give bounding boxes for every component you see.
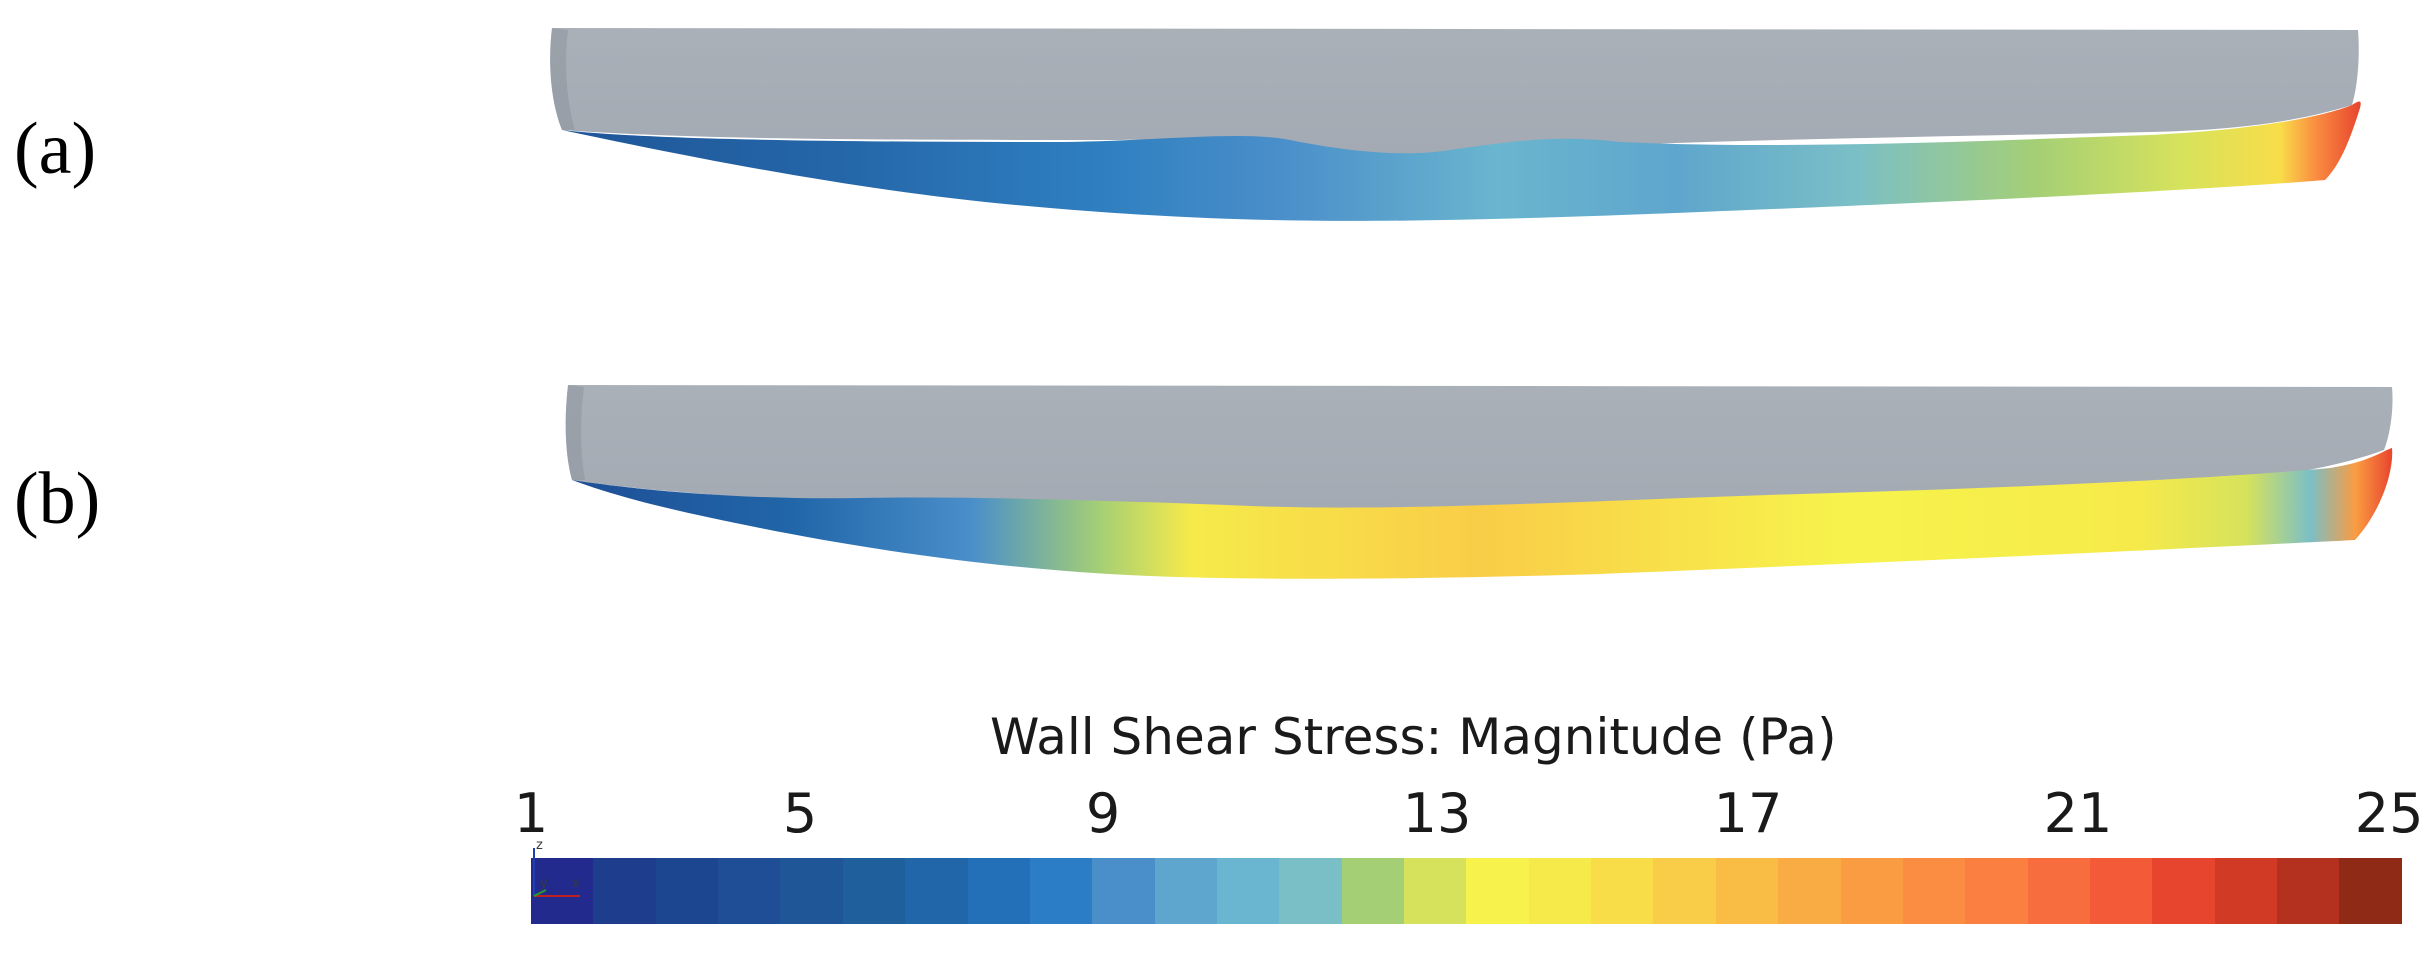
colorbar-segment: [1902, 858, 1966, 924]
hull-a-wetted: [562, 101, 2361, 221]
hull-a: [550, 28, 2361, 221]
hull-renderings: [550, 28, 2393, 579]
axis-triad-icon: [533, 848, 580, 897]
hull-b-rear-shadow: [565, 385, 585, 480]
axis-triad: z y x: [526, 838, 586, 908]
colorbar-segment: [2152, 858, 2215, 924]
colorbar-segment: [1528, 858, 1592, 924]
colorbar-tick-label: 1: [513, 782, 549, 845]
colorbar-tick-label: 21: [2043, 782, 2113, 845]
panel-label-a: (a): [14, 108, 97, 190]
colorbar-segment: [1092, 858, 1155, 924]
colorbar-tick-label: 5: [782, 782, 818, 845]
colorbar-segment: [2277, 858, 2340, 924]
colorbar-segment: [2214, 858, 2278, 924]
hull-a-rear-shadow: [550, 28, 575, 130]
colorbar-tick-label: 25: [2354, 782, 2424, 845]
colorbar-segment: [593, 858, 656, 924]
colorbar-segment: [1778, 858, 1841, 924]
colorbar-tick-label: 9: [1085, 782, 1121, 845]
axis-x-label: x: [572, 876, 580, 891]
colorbar-segment: [1279, 858, 1342, 924]
colorbar-segment: [2089, 858, 2153, 924]
colorbar: [531, 858, 2402, 924]
colorbar-segment: [1715, 858, 1779, 924]
hull-b-upper: [565, 385, 2393, 512]
colorbar-segment: [2339, 858, 2402, 924]
colorbar-segment: [531, 858, 594, 924]
colorbar-segment: [1154, 858, 1217, 924]
colorbar-segment: [1341, 858, 1405, 924]
hull-b-wetted: [572, 448, 2393, 579]
colorbar-segment: [1965, 858, 2028, 924]
colorbar-segment: [2027, 858, 2090, 924]
colorbar-segment: [718, 858, 781, 924]
colorbar-segment: [1466, 858, 1529, 924]
axis-z-label: z: [536, 838, 543, 853]
colorbar-segment: [1591, 858, 1654, 924]
colorbar-segment: [1653, 858, 1716, 924]
axis-y-label: y: [540, 876, 548, 891]
colorbar-segment: [967, 858, 1030, 924]
colorbar-segment: [1840, 858, 1903, 924]
colorbar-segment: [655, 858, 719, 924]
hull-b: [565, 385, 2393, 579]
hull-a-upper: [550, 28, 2359, 158]
colorbar-segment: [1029, 858, 1093, 924]
colorbar-tick-label: 13: [1402, 782, 1472, 845]
colorbar-segment: [1216, 858, 1280, 924]
colorbar-title: Wall Shear Stress: Magnitude (Pa): [990, 708, 1837, 766]
colorbar-segment: [780, 858, 843, 924]
colorbar-segment: [905, 858, 968, 924]
colorbar-tick-label: 17: [1713, 782, 1783, 845]
colorbar-segment: [1404, 858, 1467, 924]
panel-label-b: (b): [14, 458, 101, 540]
colorbar-segment: [842, 858, 906, 924]
